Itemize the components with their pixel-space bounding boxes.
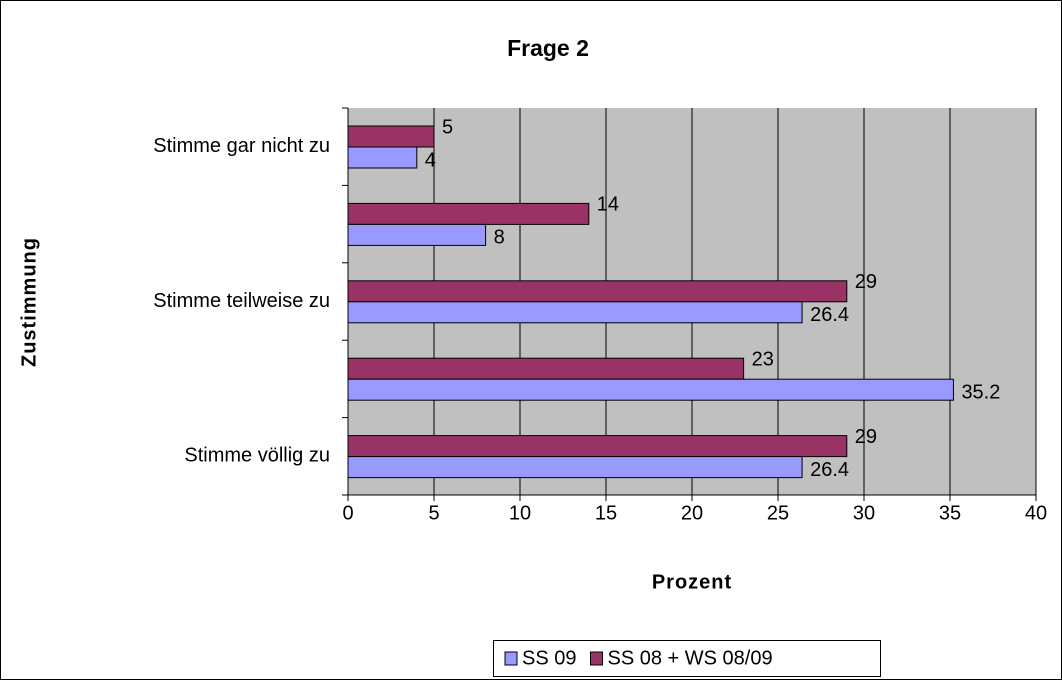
- bar: [347, 202, 590, 225]
- legend-label: SS 08 + WS 08/09: [607, 647, 772, 669]
- y-tick-label: Stimme gar nicht zu: [153, 135, 330, 157]
- legend-label: SS 09: [522, 647, 576, 669]
- x-tick-label: 20: [681, 502, 703, 524]
- x-tick-label: 5: [428, 502, 439, 524]
- value-label: 26.4: [810, 459, 849, 481]
- value-label: 14: [597, 194, 619, 216]
- value-label: 8: [494, 227, 505, 249]
- legend-box: [493, 640, 881, 677]
- bar: [347, 301, 803, 324]
- bar: [347, 223, 487, 246]
- x-tick-label: 25: [767, 502, 789, 524]
- bar: [347, 357, 745, 380]
- legend-swatch: [589, 651, 603, 666]
- value-label: 29: [855, 271, 877, 293]
- x-tick-label: 40: [1025, 502, 1047, 524]
- x-tick-label: 30: [853, 502, 875, 524]
- bar: [347, 456, 803, 479]
- value-label: 26.4: [810, 304, 849, 326]
- x-tick-label: 10: [509, 502, 531, 524]
- bar: [347, 378, 954, 401]
- value-label: 23: [752, 348, 774, 370]
- value-label: 35.2: [961, 381, 1000, 403]
- x-tick-label: 35: [939, 502, 961, 524]
- y-axis-label: Zustimmung: [18, 237, 40, 367]
- y-tick-label: Stimme völlig zu: [184, 445, 330, 467]
- value-label: 5: [442, 116, 453, 138]
- x-tick-label: 0: [342, 502, 353, 524]
- bar: [347, 280, 848, 303]
- bar: [347, 146, 418, 169]
- y-tick-label: Stimme teilweise zu: [153, 290, 330, 312]
- value-label: 29: [855, 426, 877, 448]
- legend-swatch: [504, 651, 518, 666]
- x-axis-label: Prozent: [652, 571, 732, 593]
- x-tick-label: 15: [595, 502, 617, 524]
- bar: [347, 435, 848, 458]
- bar: [347, 125, 435, 148]
- value-label: 4: [425, 149, 436, 171]
- chart-title: Frage 2: [507, 35, 589, 61]
